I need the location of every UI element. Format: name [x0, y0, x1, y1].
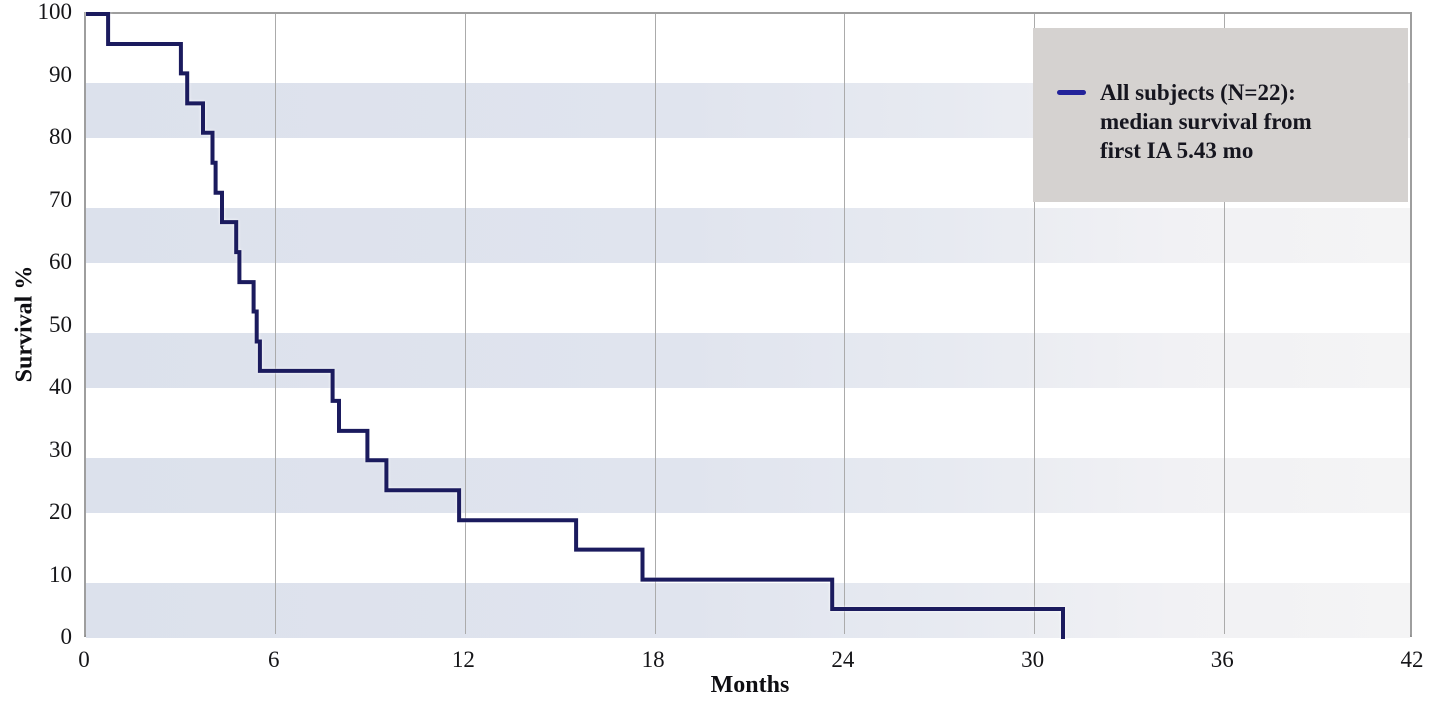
y-tick-70: 70 [49, 186, 72, 212]
y-tick-0: 0 [60, 624, 73, 649]
x-tick-42: 42 [1400, 647, 1424, 672]
x-tick-36: 36 [1210, 647, 1234, 672]
x-tick-12: 12 [451, 647, 475, 672]
legend-label-line2: median survival from [1100, 109, 1312, 134]
shaded-band [86, 332, 1410, 388]
y-tick-40: 40 [49, 374, 72, 399]
y-tick-100: 100 [37, 0, 73, 24]
x-tick-24: 24 [831, 647, 855, 672]
y-tick-10: 10 [49, 561, 72, 587]
x-axis-title: Months [710, 672, 790, 698]
shaded-band [86, 207, 1410, 263]
shaded-band [86, 457, 1410, 513]
shaded-band [86, 582, 1410, 638]
x-tick-0: 0 [78, 647, 90, 672]
legend-box: All subjects (N=22): median survival fro… [1033, 28, 1408, 202]
legend-line-marker [1057, 90, 1086, 95]
legend-label-line3: first IA 5.43 mo [1100, 138, 1254, 163]
y-tick-50: 50 [49, 311, 72, 337]
x-tick-6: 6 [267, 647, 280, 672]
survival-curve [86, 12, 1065, 639]
y-tick-80: 80 [49, 124, 72, 149]
gridline-month-24 [844, 14, 846, 634]
gridline-month-12 [464, 14, 466, 634]
legend-label: All subjects (N=22): median survival fro… [1100, 78, 1400, 165]
gridline-month-36 [1223, 14, 1225, 634]
x-tick-30: 30 [1021, 647, 1045, 672]
y-tick-30: 30 [49, 436, 72, 462]
legend-label-line1: All subjects (N=22): [1100, 80, 1296, 105]
gridline-month-30 [1034, 14, 1036, 634]
gridline-month-18 [654, 14, 656, 634]
y-tick-90: 90 [49, 61, 72, 87]
y-tick-20: 20 [49, 499, 72, 524]
gridline-month-6 [275, 14, 277, 634]
survival-curve-svg [86, 12, 1065, 639]
x-tick-18: 18 [641, 647, 665, 672]
y-tick-60: 60 [49, 249, 72, 274]
